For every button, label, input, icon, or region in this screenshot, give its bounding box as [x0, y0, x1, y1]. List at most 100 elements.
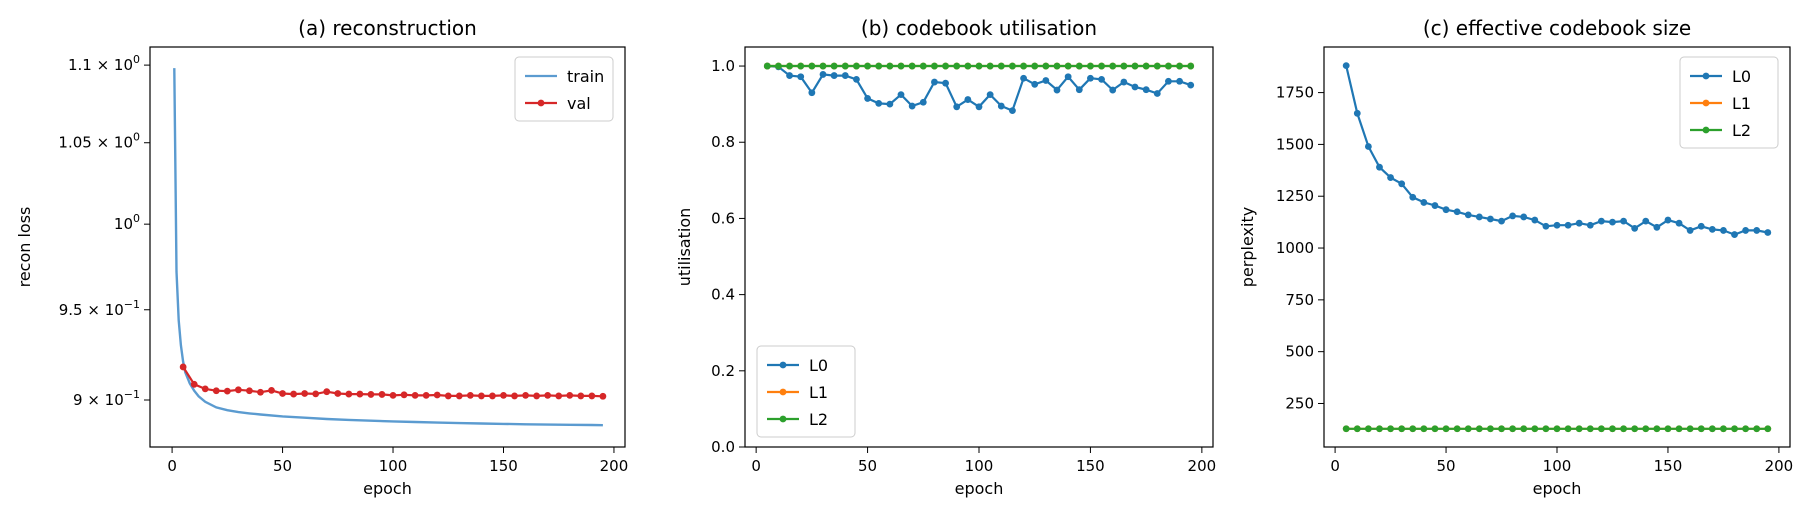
y-tick-label: 500 — [1285, 343, 1314, 361]
data-point — [577, 392, 585, 400]
data-point — [1142, 62, 1150, 70]
data-point — [1609, 218, 1616, 226]
data-point — [1642, 217, 1650, 225]
data-point — [301, 390, 309, 397]
data-point — [1686, 227, 1694, 234]
data-point — [257, 388, 264, 396]
data-point — [1498, 217, 1505, 225]
panel-1: (a) reconstruction 0 50 100 150 200 1.1 × 100 1… — [15, 16, 628, 498]
legend-label-train: train — [567, 67, 604, 86]
data-point — [1742, 425, 1750, 433]
series-L2 — [763, 62, 1195, 70]
legend: L0 L1 L2 — [756, 345, 856, 438]
data-point — [931, 78, 938, 86]
data-point — [246, 387, 253, 395]
data-point — [763, 62, 771, 70]
data-point — [1475, 213, 1483, 221]
data-point — [1420, 199, 1428, 206]
data-point — [875, 99, 883, 107]
data-point — [1564, 221, 1572, 229]
data-point — [897, 62, 905, 70]
data-point — [942, 79, 949, 87]
data-point — [489, 392, 496, 400]
data-point — [1064, 62, 1072, 70]
series-line-val — [182, 366, 603, 398]
data-point — [886, 100, 894, 108]
data-point — [1509, 425, 1517, 433]
data-point — [1586, 425, 1594, 433]
data-point — [1764, 229, 1772, 236]
data-point — [544, 391, 552, 399]
data-point — [1342, 62, 1350, 70]
data-point — [1364, 425, 1372, 433]
plot-frame — [744, 46, 1214, 448]
y-tick-label: 100 — [114, 212, 140, 233]
y-tick-label: 1.0 — [711, 57, 735, 75]
y-axis-label: perplexity — [1238, 207, 1257, 287]
data-point — [797, 62, 805, 70]
legend-marker-L2 — [1702, 126, 1710, 134]
y-tick-label: 0.4 — [711, 286, 735, 304]
data-point — [808, 62, 816, 70]
data-point — [1453, 425, 1461, 433]
data-point — [279, 390, 286, 397]
data-point — [1042, 77, 1050, 84]
data-point — [1176, 62, 1183, 70]
data-point — [190, 380, 198, 388]
y-tick-label: 9 × 10−1 — [73, 388, 140, 409]
legend-label-L1: L1 — [1732, 94, 1751, 113]
data-point — [919, 98, 927, 106]
data-point — [853, 62, 860, 70]
x-tick-label: 150 — [489, 457, 518, 475]
data-point — [1398, 180, 1406, 188]
data-point — [975, 62, 983, 70]
data-point — [853, 75, 860, 83]
data-point — [1720, 425, 1727, 433]
y-tick-label: 1500 — [1276, 135, 1314, 153]
data-point — [1009, 107, 1016, 115]
legend-marker-L2 — [779, 415, 787, 423]
data-point — [1475, 425, 1483, 433]
data-point — [997, 102, 1005, 110]
data-point — [1176, 77, 1183, 85]
data-point — [1553, 221, 1561, 229]
data-point — [466, 391, 474, 399]
data-point — [533, 392, 541, 400]
data-point — [1120, 78, 1128, 86]
data-point — [1753, 227, 1761, 234]
data-point — [1431, 202, 1439, 209]
data-point — [1409, 425, 1417, 433]
legend-label-val: val — [567, 94, 591, 113]
data-point — [1631, 425, 1639, 433]
data-point — [588, 392, 596, 400]
data-point — [1708, 425, 1716, 433]
data-point — [1697, 425, 1705, 433]
series-val — [179, 363, 607, 400]
legend-label-L0: L0 — [1732, 67, 1751, 86]
legend: L0 L1 L2 — [1679, 56, 1779, 149]
data-point — [1520, 213, 1528, 221]
x-tick-label: 50 — [858, 457, 877, 475]
x-tick-label: 0 — [751, 457, 761, 475]
x-tick-label: 200 — [1188, 457, 1217, 475]
data-point — [986, 62, 994, 70]
data-point — [1098, 62, 1105, 70]
data-point — [234, 386, 242, 394]
data-point — [1742, 227, 1750, 234]
panel-2: (b) codebook utilisation 0 50 100 150 200 0.0 0… — [675, 16, 1216, 498]
y-tick-label: 1250 — [1276, 187, 1314, 205]
data-point — [1353, 425, 1361, 433]
data-point — [1553, 425, 1561, 433]
y-axis-label: utilisation — [675, 208, 694, 287]
data-point — [1653, 223, 1661, 231]
data-point — [1075, 62, 1083, 70]
data-point — [1464, 425, 1472, 433]
data-point — [1487, 215, 1494, 223]
data-point — [1442, 206, 1450, 214]
data-point — [1376, 163, 1383, 171]
x-tick-label: 150 — [1076, 457, 1105, 475]
data-point — [1153, 90, 1161, 97]
series-train — [173, 68, 603, 427]
data-point — [1431, 425, 1439, 433]
